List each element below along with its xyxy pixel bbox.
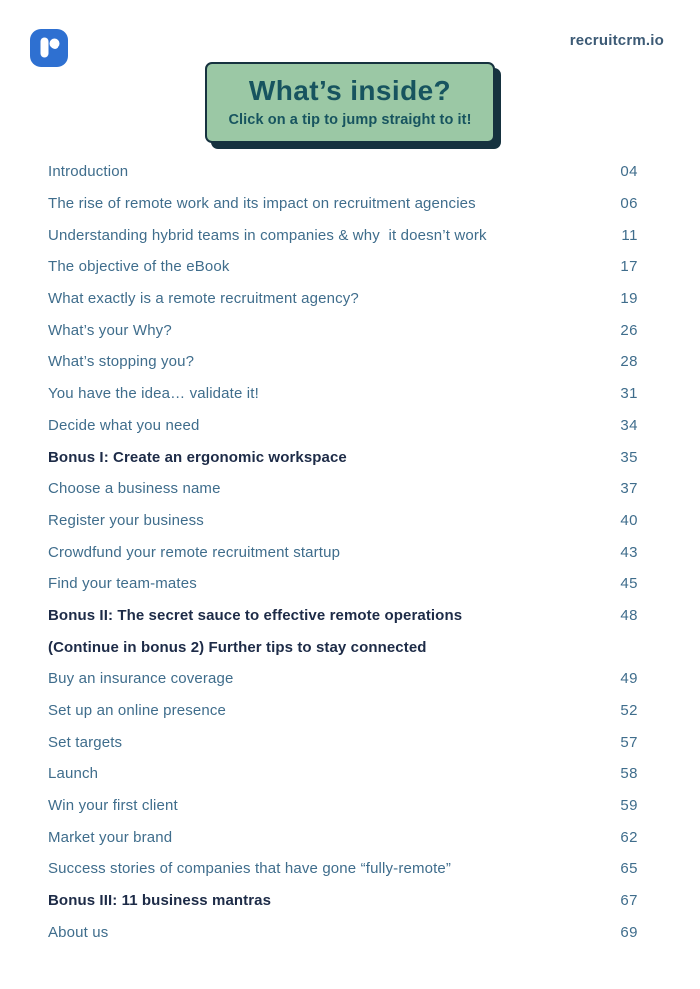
toc-item-label: Set up an online presence — [48, 702, 227, 720]
page-title: What’s inside? — [248, 75, 452, 106]
toc-item[interactable]: Buy an insurance coverage 49 — [48, 663, 638, 695]
toc-item[interactable]: Bonus I: Create an ergonomic workspace 3… — [48, 441, 638, 473]
toc-item-label: Launch — [48, 765, 99, 783]
toc-item-page: 37 — [620, 480, 638, 498]
toc-item-label: Buy an insurance coverage — [48, 670, 234, 688]
toc-item-label: Understanding hybrid teams in companies … — [48, 226, 487, 244]
toc-item[interactable]: Launch 58 — [48, 758, 638, 790]
toc-item-page: 17 — [620, 258, 638, 276]
toc-item-page: 26 — [620, 321, 638, 339]
toc-item-page: 31 — [620, 385, 638, 403]
page-subtitle: Click on a tip to jump straight to it! — [228, 112, 472, 128]
toc-item-label: The rise of remote work and its impact o… — [48, 195, 476, 213]
toc-item[interactable]: Crowdfund your remote recruitment startu… — [48, 536, 638, 568]
toc-list: Introduction 04 The rise of remote work … — [0, 156, 700, 948]
toc-item-page: 35 — [620, 448, 638, 466]
toc-item-page: 28 — [620, 353, 638, 371]
toc-item-page: 34 — [620, 416, 638, 434]
toc-item-page: 58 — [620, 765, 638, 783]
toc-item-label: About us — [48, 923, 109, 941]
toc-item[interactable]: Bonus II: The secret sauce to effective … — [48, 600, 638, 632]
toc-item-label: Bonus I: Create an ergonomic workspace — [48, 448, 347, 466]
toc-item[interactable]: Market your brand 62 — [48, 821, 638, 853]
toc-item-page: 67 — [620, 892, 638, 910]
toc-item[interactable]: What exactly is a remote recruitment age… — [48, 283, 638, 315]
toc-item-label: The objective of the eBook — [48, 258, 230, 276]
toc-item[interactable]: You have the idea… validate it! 31 — [48, 378, 638, 410]
toc-item-page: 04 — [620, 163, 638, 181]
toc-item-page: 59 — [620, 797, 638, 815]
toc-item-page: 19 — [620, 290, 638, 308]
toc-item-label: (Continue in bonus 2) Further tips to st… — [48, 638, 427, 656]
toc-item-label: You have the idea… validate it! — [48, 385, 259, 403]
toc-item-page: 48 — [620, 606, 638, 624]
toc-item-page: 57 — [620, 733, 638, 751]
toc-item[interactable]: Success stories of companies that have g… — [48, 853, 638, 885]
toc-item[interactable]: Understanding hybrid teams in companies … — [48, 219, 638, 251]
toc-item[interactable]: About us 69 — [48, 917, 638, 949]
toc-item-label: Crowdfund your remote recruitment startu… — [48, 543, 341, 561]
toc-item-page: 65 — [620, 860, 638, 878]
toc-item[interactable]: The objective of the eBook 17 — [48, 251, 638, 283]
toc-item-label: What’s your Why? — [48, 321, 172, 339]
toc-item-label: Introduction — [48, 163, 129, 181]
toc-item-label: Success stories of companies that have g… — [48, 860, 452, 878]
toc-item-page: 06 — [620, 195, 638, 213]
toc-item-label: Set targets — [48, 733, 123, 751]
toc-item[interactable]: Register your business 40 — [48, 505, 638, 537]
toc-item[interactable]: Set up an online presence 52 — [48, 695, 638, 727]
toc-item-label: Find your team-mates — [48, 575, 197, 593]
toc-item-label: Choose a business name — [48, 480, 221, 498]
toc-item[interactable]: Set targets 57 — [48, 726, 638, 758]
toc-item-label: Decide what you need — [48, 416, 200, 434]
toc-item-page: 62 — [620, 828, 638, 846]
toc-item-page: 49 — [620, 670, 638, 688]
toc-item-label: Win your first client — [48, 797, 178, 815]
toc-item-label: What’s stopping you? — [48, 353, 195, 371]
toc-item[interactable]: Decide what you need 34 — [48, 410, 638, 442]
toc-item[interactable]: What’s your Why? 26 — [48, 314, 638, 346]
toc-item-page: 11 — [621, 226, 638, 244]
toc-item[interactable]: Bonus III: 11 business mantras 67 — [48, 885, 638, 917]
toc-item[interactable]: Introduction 04 — [48, 156, 638, 188]
toc-item-label: Market your brand — [48, 828, 173, 846]
toc-item-page: 69 — [620, 923, 638, 941]
toc-item-page: 45 — [620, 575, 638, 593]
toc-item-page: 43 — [620, 543, 638, 561]
toc-item-label: Bonus III: 11 business mantras — [48, 892, 272, 910]
toc-item[interactable]: Win your first client 59 — [48, 790, 638, 822]
toc-item[interactable]: Choose a business name 37 — [48, 473, 638, 505]
whats-inside-box: What’s inside? Click on a tip to jump st… — [205, 62, 495, 143]
toc-item[interactable]: The rise of remote work and its impact o… — [48, 188, 638, 220]
toc-item[interactable]: (Continue in bonus 2) Further tips to st… — [48, 631, 638, 663]
recruitcrm-logo-icon[interactable] — [30, 29, 68, 67]
toc-item[interactable]: What’s stopping you? 28 — [48, 346, 638, 378]
brand-link[interactable]: recruitcrm.io — [569, 32, 664, 49]
toc-item-page: 40 — [620, 511, 638, 529]
toc-item-page: 52 — [620, 702, 638, 720]
toc-item-label: Register your business — [48, 511, 204, 529]
toc-item-label: Bonus II: The secret sauce to effective … — [48, 606, 463, 624]
toc-item[interactable]: Find your team-mates 45 — [48, 568, 638, 600]
toc-item-label: What exactly is a remote recruitment age… — [48, 290, 359, 308]
